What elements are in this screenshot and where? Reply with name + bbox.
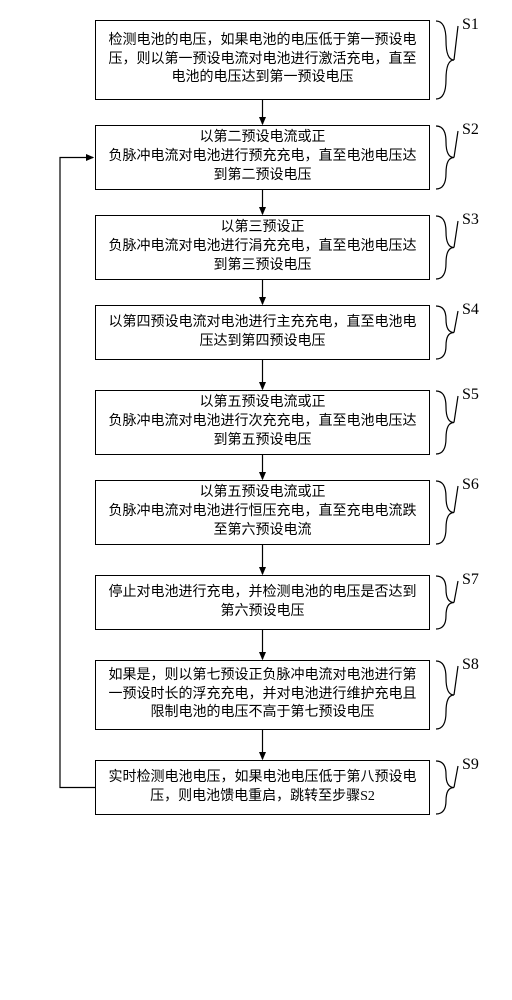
step-label-s1: S1 bbox=[462, 16, 479, 34]
step-text: 以第五预设电流或正负脉冲电流对电池进行恒压充电，直至充电电流跌至第六预设电流 bbox=[104, 484, 421, 541]
step-box-s9: 实时检测电池电压，如果电池电压低于第八预设电压，则电池馈电重启，跳转至步骤S2 bbox=[95, 760, 430, 815]
flowchart-canvas: 检测电池的电压，如果电池的电压低于第一预设电压，则以第一预设电流对电池进行激活充… bbox=[0, 0, 512, 1000]
step-text: 以第五预设电流或正负脉冲电流对电池进行次充充电，直至电池电压达到第五预设电压 bbox=[104, 394, 421, 451]
step-label-s7: S7 bbox=[462, 571, 479, 589]
step-box-s5: 以第五预设电流或正负脉冲电流对电池进行次充充电，直至电池电压达到第五预设电压 bbox=[95, 390, 430, 455]
step-box-s3: 以第三预设正负脉冲电流对电池进行涓充充电，直至电池电压达到第三预设电压 bbox=[95, 215, 430, 280]
step-label-s4: S4 bbox=[462, 301, 479, 319]
step-label-s8: S8 bbox=[462, 656, 479, 674]
step-box-s6: 以第五预设电流或正负脉冲电流对电池进行恒压充电，直至充电电流跌至第六预设电流 bbox=[95, 480, 430, 545]
step-text: 以第三预设正负脉冲电流对电池进行涓充充电，直至电池电压达到第三预设电压 bbox=[104, 219, 421, 276]
step-label-s2: S2 bbox=[462, 121, 479, 139]
step-label-s6: S6 bbox=[462, 476, 479, 494]
step-text: 检测电池的电压，如果电池的电压低于第一预设电压，则以第一预设电流对电池进行激活充… bbox=[104, 32, 421, 89]
step-label-s3: S3 bbox=[462, 211, 479, 229]
step-label-s5: S5 bbox=[462, 386, 479, 404]
step-box-s8: 如果是，则以第七预设正负脉冲电流对电池进行第一预设时长的浮充充电，并对电池进行维… bbox=[95, 660, 430, 730]
step-text: 停止对电池进行充电，并检测电池的电压是否达到第六预设电压 bbox=[104, 584, 421, 622]
step-box-s1: 检测电池的电压，如果电池的电压低于第一预设电压，则以第一预设电流对电池进行激活充… bbox=[95, 20, 430, 100]
step-text: 如果是，则以第七预设正负脉冲电流对电池进行第一预设时长的浮充充电，并对电池进行维… bbox=[104, 667, 421, 724]
step-box-s2: 以第二预设电流或正负脉冲电流对电池进行预充充电，直至电池电压达到第二预设电压 bbox=[95, 125, 430, 190]
step-text: 以第二预设电流或正负脉冲电流对电池进行预充充电，直至电池电压达到第二预设电压 bbox=[104, 129, 421, 186]
step-box-s7: 停止对电池进行充电，并检测电池的电压是否达到第六预设电压 bbox=[95, 575, 430, 630]
step-text: 以第四预设电流对电池进行主充充电，直至电池电压达到第四预设电压 bbox=[104, 314, 421, 352]
step-text: 实时检测电池电压，如果电池电压低于第八预设电压，则电池馈电重启，跳转至步骤S2 bbox=[104, 769, 421, 807]
step-label-s9: S9 bbox=[462, 756, 479, 774]
step-box-s4: 以第四预设电流对电池进行主充充电，直至电池电压达到第四预设电压 bbox=[95, 305, 430, 360]
